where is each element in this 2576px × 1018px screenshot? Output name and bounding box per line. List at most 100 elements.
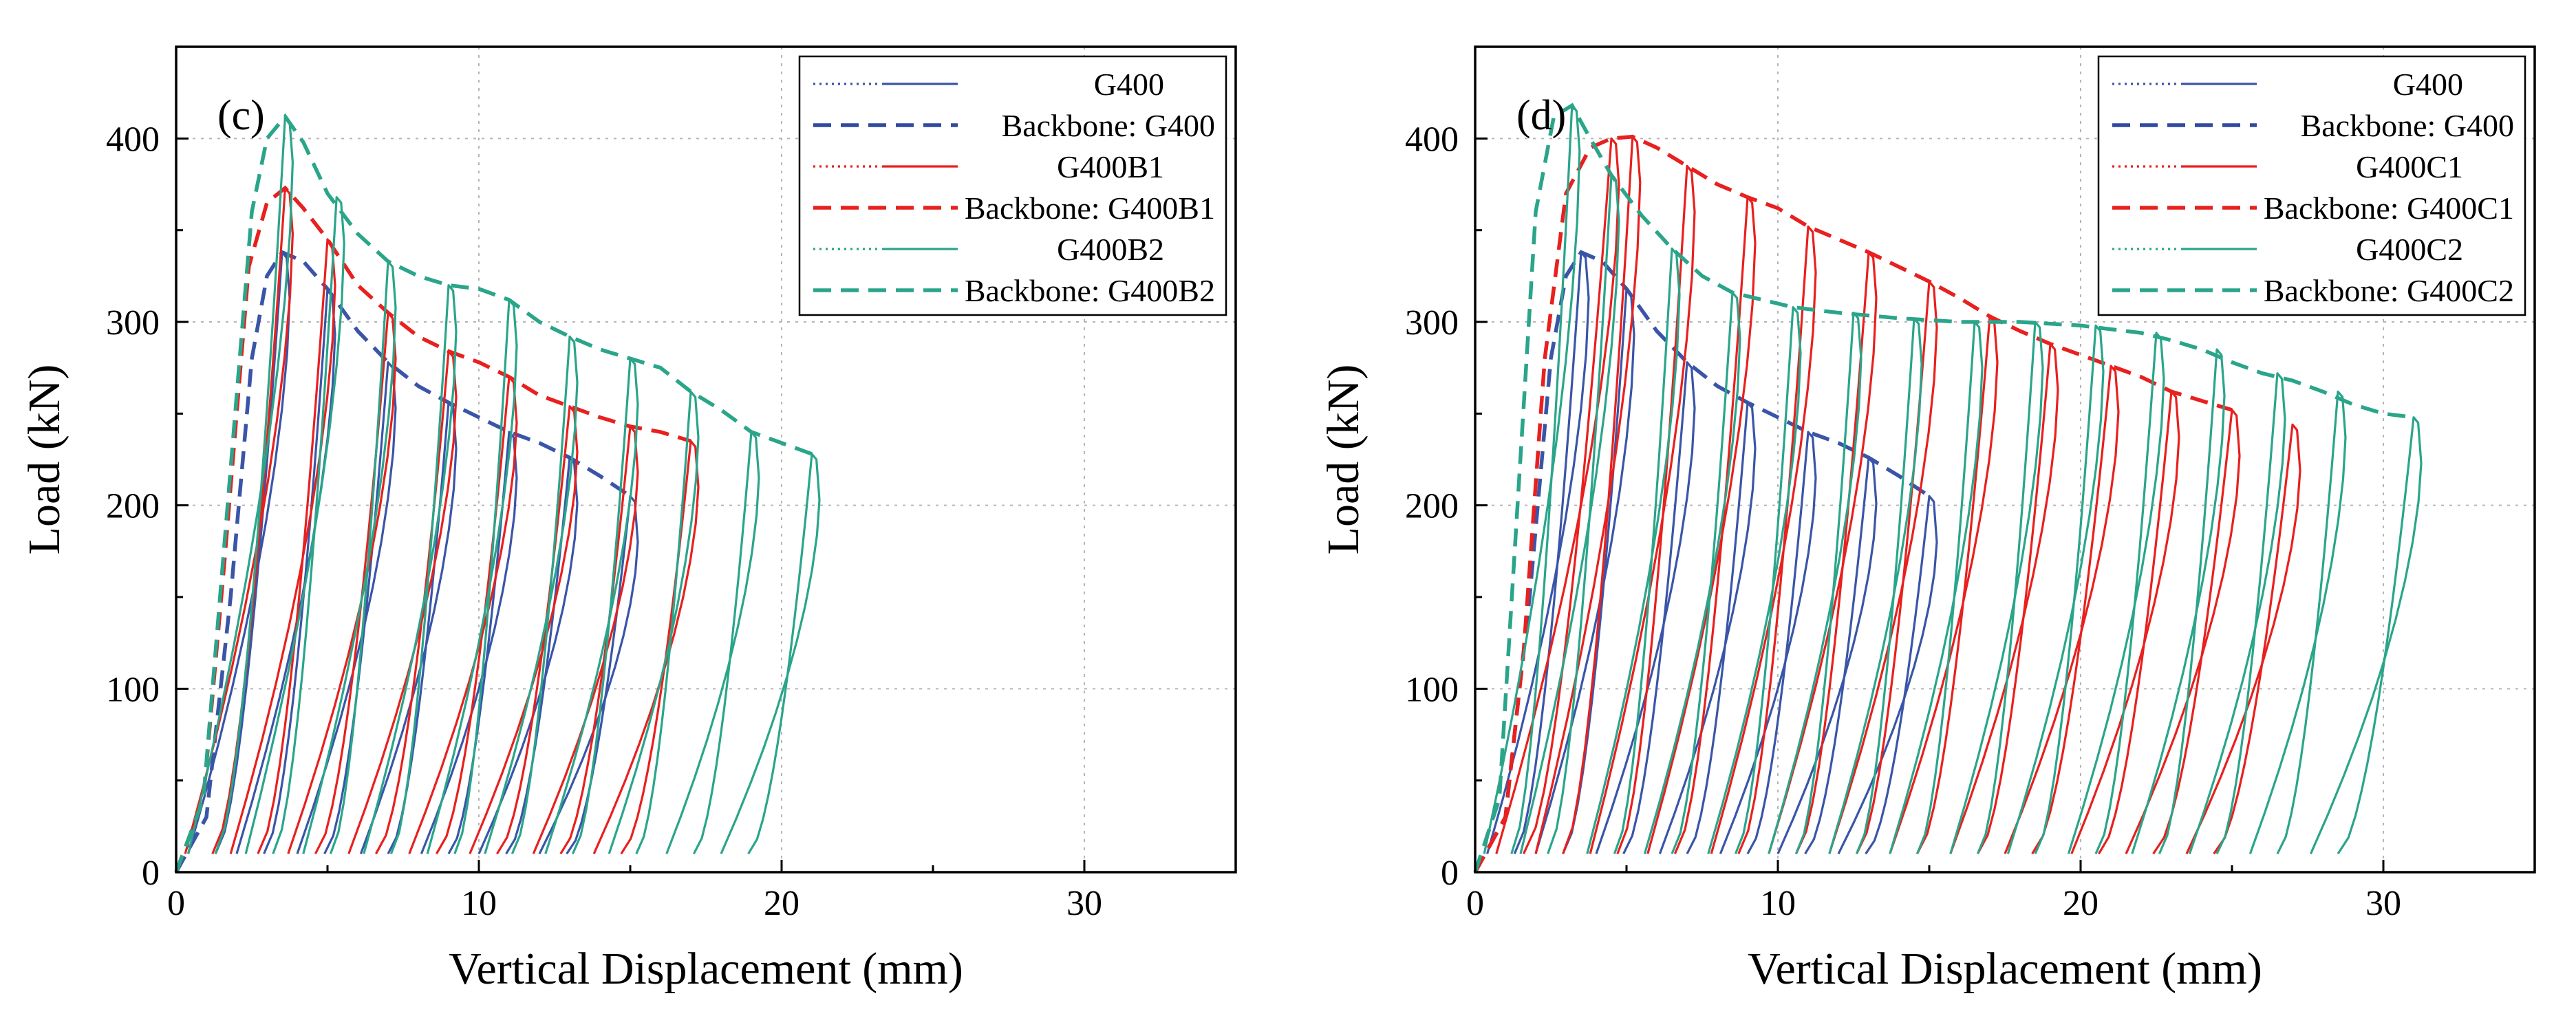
legend-entry: Backbone: G400 [813, 108, 1215, 143]
loop-curve [1658, 401, 1757, 855]
loop-curve [1949, 343, 2059, 855]
legend-label: Backbone: G400 [1002, 108, 1215, 143]
loop-curve [2067, 332, 2165, 854]
loop-curve [1889, 315, 1999, 855]
loop-curve [1589, 164, 1696, 854]
loop-curve [244, 196, 345, 854]
plot-frame [175, 45, 1237, 874]
loop-curve [1828, 317, 1923, 854]
y-tick-label: 0 [142, 854, 160, 893]
loop-curve [2131, 348, 2226, 854]
legend-label: G400C2 [2356, 232, 2463, 267]
panel-label: (c) [217, 92, 265, 139]
loop-curve [1495, 137, 1620, 854]
panel-label: (d) [1516, 92, 1566, 139]
y-tick-label: 100 [1405, 670, 1459, 709]
series-layer [174, 113, 821, 874]
legend-entry: Backbone: G400B1 [813, 191, 1215, 226]
legend-box [2097, 55, 2526, 316]
loop-curve [1889, 321, 1984, 854]
loop-curve [1710, 225, 1817, 854]
x-axis-title: Vertical Displacement (mm) [449, 944, 963, 994]
loop-curve [2006, 324, 2105, 854]
legend-entry: Backbone: G400B2 [813, 273, 1215, 308]
legend-entry: Backbone: G400C2 [2112, 273, 2514, 308]
y-axis-title: Load (kN) [19, 365, 69, 555]
legend-label: G400B1 [1057, 149, 1164, 184]
loop-curve [1486, 251, 1590, 854]
series-layer [1473, 102, 2423, 874]
loop-curve [187, 115, 294, 854]
y-tick-label: 100 [106, 670, 160, 709]
loop-curve [2309, 416, 2423, 855]
x-axis-title: Vertical Displacement (mm) [1748, 944, 2262, 994]
loop-curve [1586, 247, 1681, 854]
legend: G400 Backbone: G400 G400B1 Backbone: G400B1… [798, 55, 1227, 316]
legend-entry: G400B2 [813, 232, 1164, 267]
loop-curve [359, 401, 458, 855]
legend-entry: G400 [813, 67, 1164, 102]
loop-curve [665, 431, 760, 855]
loop-curve [2004, 365, 2120, 855]
x-tick-label: 30 [2365, 884, 2401, 923]
loop-curve [2070, 390, 2180, 855]
legend-entry: G400B1 [813, 149, 1164, 184]
legend-label: G400 [2393, 67, 2463, 102]
legend-box [798, 55, 1227, 316]
x-tick-label: 30 [1066, 884, 1102, 923]
legend-label: Backbone: G400 [2301, 108, 2514, 143]
loop-curve [287, 312, 397, 855]
y-tick-label: 0 [1441, 854, 1459, 893]
y-tick-label: 200 [1405, 487, 1459, 526]
legend-entry: Backbone: G400C1 [2112, 191, 2514, 226]
y-tick-label: 300 [106, 303, 160, 343]
series-g400b2 [174, 113, 821, 873]
loop-curve [1828, 280, 1938, 854]
loop-curve [1777, 456, 1878, 855]
loop-curve [544, 357, 639, 854]
x-tick-label: 0 [167, 884, 185, 923]
legend-entry: G400C2 [2112, 232, 2463, 267]
y-tick-label: 400 [1405, 120, 1459, 159]
loop-curve [2248, 390, 2347, 855]
loop-curve [426, 299, 518, 854]
loop-curve [302, 260, 397, 854]
y-tick-label: 400 [106, 120, 160, 159]
legend: G400 Backbone: G400 G400C1 Backbone: G400C1… [2097, 55, 2526, 316]
loop-curve [229, 238, 336, 854]
backbone-curve [174, 250, 632, 874]
x-tick-label: 10 [1760, 884, 1796, 923]
loop-curve [1768, 251, 1878, 854]
y-tick-label: 200 [106, 487, 160, 526]
loop-curve [1719, 431, 1817, 855]
legend-entry: Backbone: G400 [2112, 108, 2514, 143]
loop-curve [2185, 423, 2301, 855]
backbone-curve [174, 113, 813, 873]
y-tick-label: 300 [1405, 303, 1459, 343]
loop-curve [1768, 312, 1863, 854]
loop-curve [2188, 372, 2286, 854]
x-tick-label: 20 [2063, 884, 2099, 923]
legend-label: Backbone: G400C1 [2264, 191, 2514, 226]
loop-curve [1595, 361, 1696, 854]
backbone-curve [1473, 250, 1931, 874]
loop-curve [1949, 321, 2044, 854]
loop-curve [1534, 288, 1635, 854]
legend-label: G400 [1094, 67, 1164, 102]
loop-curve [1483, 104, 1581, 854]
backbone-curve [174, 185, 691, 873]
grid-lines [176, 47, 1236, 872]
loop-curve [363, 284, 458, 854]
x-tick-label: 20 [764, 884, 799, 923]
plot-frame [1474, 45, 2536, 874]
loop-curve [1837, 495, 1938, 855]
series-g400c2 [1473, 102, 2423, 873]
x-tick-label: 0 [1466, 884, 1484, 923]
loop-curve [1707, 306, 1802, 854]
legend-entry: G400 [2112, 67, 2463, 102]
